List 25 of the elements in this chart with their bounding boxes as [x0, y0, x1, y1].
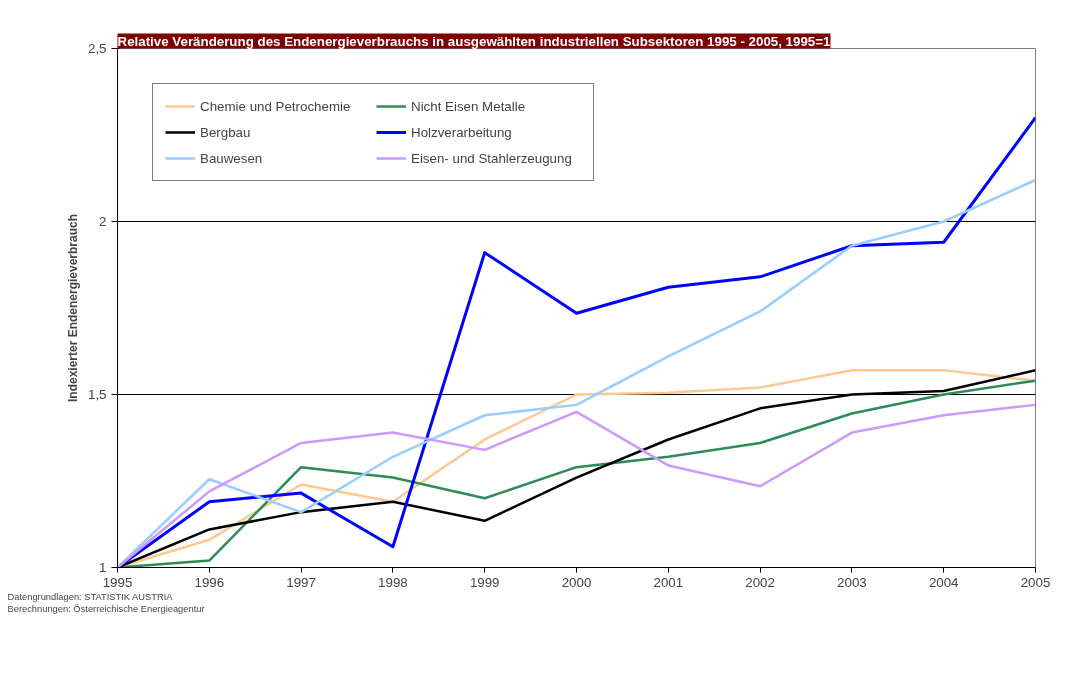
legend-label: Bauwesen: [200, 150, 264, 166]
y-axis-title: Indexierter Endenergieverbrauch: [65, 213, 80, 403]
x-tick-label: 1996: [194, 574, 225, 590]
x-tick-label: 2001: [653, 574, 684, 590]
y-tick-label: 1,5: [87, 387, 107, 402]
legend-label: Eisen- und Stahlerzeugung: [411, 150, 573, 166]
x-tick-label: 1998: [378, 574, 408, 590]
x-tick-label: 1995: [102, 574, 133, 590]
y-tick-label: 2,5: [87, 41, 107, 56]
legend-label: Nicht Eisen Metalle: [411, 98, 527, 114]
text: Berechnungen: Österreichische Energieagentur: [7, 603, 205, 614]
x-tick-label: 2003: [837, 574, 867, 590]
y-tick-label: 2: [99, 214, 107, 229]
legend-label: Chemie und Petrochemie: [200, 98, 352, 114]
x-tick-label: 1999: [469, 574, 500, 590]
x-tick-label: 2000: [561, 574, 592, 590]
y-tick-label: 1: [99, 560, 107, 575]
x-tick-label: 2002: [745, 574, 775, 590]
legend-label: Holzverarbeitung: [411, 124, 513, 140]
x-tick-label: 2005: [1020, 574, 1051, 590]
text: Datengrundlagen: STATISTIK AUSTRIA: [7, 591, 174, 602]
legend-label: Bergbau: [200, 124, 252, 140]
x-tick-label: 1997: [286, 574, 316, 590]
x-tick-label: 2004: [928, 574, 960, 590]
chart-title: Relative Veränderung des Endenergieverbrauchs in ausgewählten industriellen Subsektoren 1995 - 2005, 1995=1: [117, 33, 832, 49]
